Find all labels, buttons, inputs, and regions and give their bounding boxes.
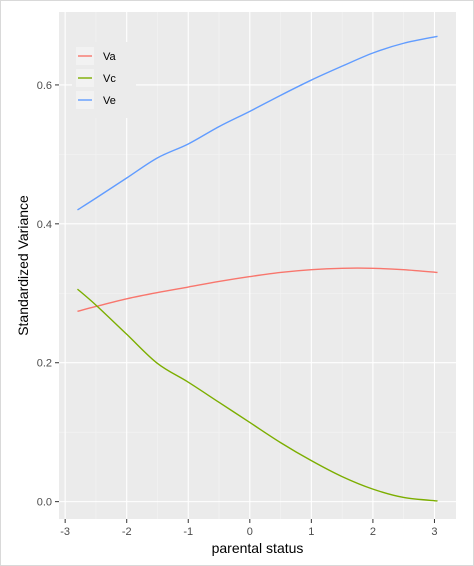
x-tick-label: 2 <box>370 526 376 538</box>
legend-label-va: Va <box>103 51 117 63</box>
y-tick-label: 0.0 <box>37 497 52 509</box>
legend-label-ve: Ve <box>103 95 116 107</box>
x-tick-label: 1 <box>308 526 314 538</box>
y-axis-title: Standardized Variance <box>15 195 31 336</box>
x-axis-title: parental status <box>212 540 304 556</box>
y-tick-label: 0.6 <box>37 80 52 92</box>
series-line-ve <box>77 35 438 211</box>
x-tick-label: -3 <box>60 526 70 538</box>
series-line-va <box>77 267 438 313</box>
series-line-vc <box>77 288 438 502</box>
y-tick-label: 0.2 <box>37 358 52 370</box>
x-tick-label: -1 <box>183 526 193 538</box>
x-tick-label: 0 <box>247 526 253 538</box>
y-tick-label: 0.4 <box>37 219 52 231</box>
legend-label-vc: Vc <box>103 73 116 85</box>
x-tick-label: 3 <box>431 526 437 538</box>
x-tick-label: -2 <box>122 526 132 538</box>
